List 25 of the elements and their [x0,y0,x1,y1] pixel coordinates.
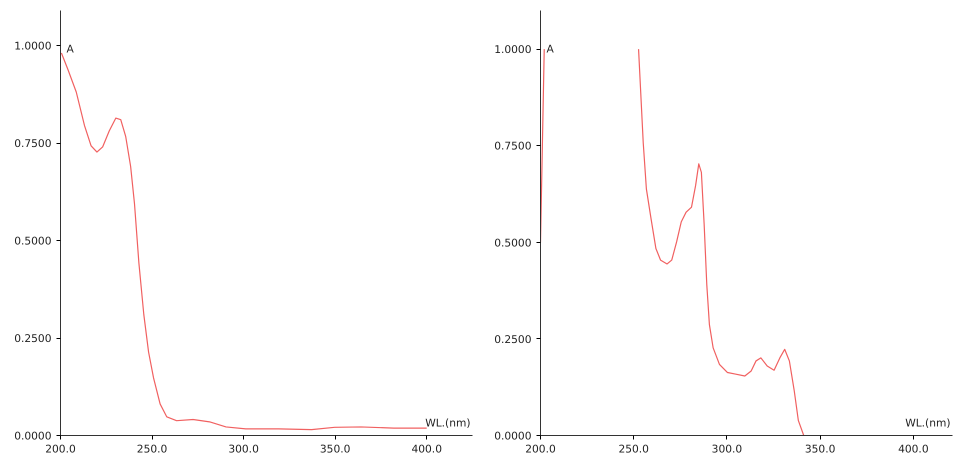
y-tick-label: 1.0000 [14,40,52,53]
x-tick-label: 400.0 [898,442,929,456]
y-tick-label: 0.5000 [14,234,52,248]
x-tick-label: 250.0 [618,442,650,456]
y-tick-label: 0.2500 [14,332,52,346]
x-tick-label: 300.0 [712,442,742,456]
y-tick-label: 0.2500 [494,332,532,346]
x-tick-label: 300.0 [228,442,260,456]
x-tick-label: 250.0 [136,442,168,456]
x-axis-title: WL.(nm) [905,416,951,430]
x-axis-title: WL.(nm) [425,416,471,430]
x-tick-label: 350.0 [804,442,836,456]
x-tick-label: 200.0 [45,442,76,456]
y-axis-title: A [66,42,74,56]
x-tick-label: 400.0 [411,442,442,456]
y-tick-label: 0.7500 [494,140,532,153]
y-tick-label: 0.0000 [494,430,532,442]
line-series [60,52,428,430]
y-tick-label: 0.7500 [14,137,52,150]
y-tick-label: 0.0000 [14,430,52,442]
y-tick-label: 0.5000 [494,236,532,250]
x-tick-label: 350.0 [320,442,351,456]
y-axis-title: A [546,42,554,56]
x-tick-label: 200.0 [525,442,556,456]
y-tick-label: 1.0000 [494,43,532,56]
